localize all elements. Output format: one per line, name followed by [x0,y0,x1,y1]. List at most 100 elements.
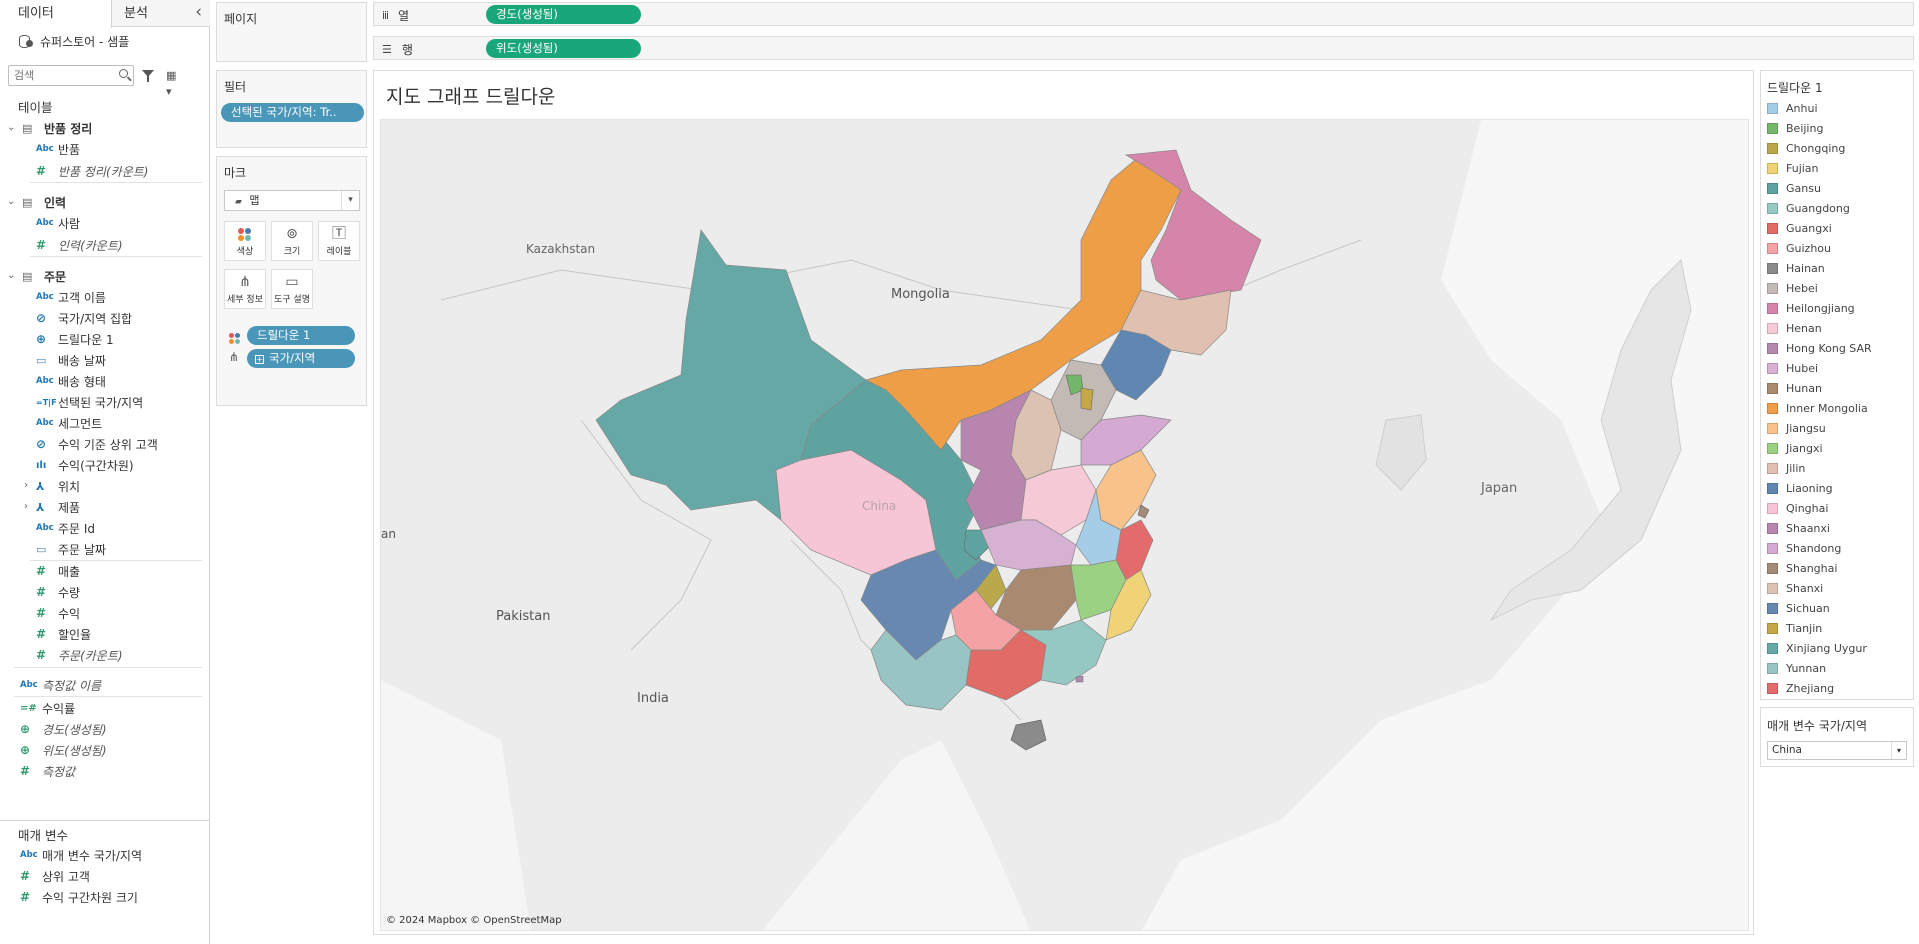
label-button[interactable]: 🅃 레이블 [318,221,360,261]
color-pill[interactable]: 드릴다운 1 [247,326,355,345]
field-item[interactable]: # 할인율 [36,627,92,642]
table-orders[interactable]: ▤ 주문 [22,269,67,284]
tab-data[interactable]: 데이터 [0,0,112,28]
size-button[interactable]: ⊚ 크기 [271,221,313,261]
province-hong-kong[interactable] [1075,675,1084,683]
legend-item[interactable]: Heilongjiang [1767,300,1855,316]
province-hunan[interactable] [995,564,1077,631]
legend-item[interactable]: Henan [1767,320,1822,336]
expand-caret-icon[interactable]: ⌄ [7,196,16,207]
field-item[interactable]: ⊘ 국가/지역 집합 [36,311,133,326]
legend-item[interactable]: Anhui [1767,100,1818,116]
province-shandong[interactable] [1080,414,1172,466]
field-item[interactable]: =T|F 선택된 국가/지역 [36,395,144,410]
collapse-pane-icon[interactable]: ‹ [195,2,202,22]
field-item[interactable]: ⅄ 제품 [36,500,81,515]
legend-item[interactable]: Jiangsu [1767,420,1826,436]
field-item[interactable]: Abc 배송 형태 [36,374,106,389]
field-item[interactable]: ⅄ 위치 [36,479,81,494]
detail-button[interactable]: ⋔ 세부 정보 [224,269,266,309]
province-xinjiang[interactable] [595,229,867,521]
detail-pill[interactable]: + 국가/지역 [247,349,355,368]
field-item[interactable]: # 수익 [36,606,81,621]
field-item[interactable]: ⊕ 드릴다운 1 [36,332,114,347]
province-hubei[interactable] [980,519,1077,571]
field-search-box[interactable] [8,65,134,86]
field-search-input[interactable] [9,66,109,85]
filter-pill[interactable]: 선택된 국가/지역: Tr.. [221,103,364,122]
color-button[interactable]: 색상 [224,221,266,261]
legend-item[interactable]: Shaanxi [1767,520,1830,536]
expand-caret-icon[interactable]: ⌄ [7,122,16,133]
field-item[interactable]: Abc 반품 [36,142,81,157]
legend-item[interactable]: Guizhou [1767,240,1831,256]
view-options-icon[interactable]: ▦ ▾ [166,69,177,98]
field-item[interactable]: ⊘ 수익 기준 상위 고객 [36,437,158,452]
longitude-pill[interactable]: 경도(생성됨) [486,5,641,24]
legend-item[interactable]: Hong Kong SAR [1767,340,1872,356]
legend-item[interactable]: Jiangxi [1767,440,1823,456]
filter-fields-icon[interactable] [140,68,158,84]
legend-item[interactable]: Inner Mongolia [1767,400,1868,416]
map-canvas[interactable]: Kazakhstan Mongolia China Japan Pakistan… [380,119,1749,931]
legend-item[interactable]: Shandong [1767,540,1841,556]
tab-analytics[interactable]: 분석 [124,6,148,21]
expand-caret-icon[interactable]: › [24,501,28,512]
province-hainan[interactable] [1010,719,1047,751]
legend-item[interactable]: Tianjin [1767,620,1822,636]
legend-item[interactable]: Zhejiang [1767,680,1834,696]
rows-shelf[interactable]: ☰ 행 위도(생성됨) [373,36,1914,60]
legend-item[interactable]: Hebei [1767,280,1818,296]
expand-caret-icon[interactable]: ⌄ [7,270,16,281]
legend-item[interactable]: Jilin [1767,460,1805,476]
parameter-item[interactable]: # 수익 구간차원 크기 [20,890,138,905]
legend-item[interactable]: Sichuan [1767,600,1830,616]
legend-item[interactable]: Hubei [1767,360,1818,376]
pages-card[interactable]: 페이지 [216,2,367,62]
field-item[interactable]: Abc 주문 Id [36,521,96,536]
tooltip-button[interactable]: ▭ 도구 설명 [271,269,313,309]
field-item[interactable]: # 측정값 [20,764,76,779]
legend-item[interactable]: Guangdong [1767,200,1850,216]
field-item[interactable]: ⊕ 경도(생성됨) [20,722,107,737]
field-item[interactable]: # 주문(카운트) [36,648,123,663]
field-item[interactable]: # 인력(카운트) [36,238,123,253]
field-item[interactable]: ılı 수익(구간차원) [36,458,134,473]
legend-item[interactable]: Hunan [1767,380,1822,396]
province-inner-mongolia[interactable] [865,154,1182,451]
parameter-item[interactable]: Abc 매개 변수 국가/지역 [20,848,142,863]
latitude-pill[interactable]: 위도(생성됨) [486,39,641,58]
field-item[interactable]: # 반품 정리(카운트) [36,164,149,179]
field-item[interactable]: # 수량 [36,585,81,600]
province-tianjin[interactable] [1080,387,1094,411]
field-item[interactable]: # 매출 [36,564,81,579]
legend-item[interactable]: Chongqing [1767,140,1845,156]
legend-item[interactable]: Shanghai [1767,560,1837,576]
legend-item[interactable]: Xinjiang Uygur [1767,640,1867,656]
legend-item[interactable]: Fujian [1767,160,1819,176]
province-guangdong[interactable] [1019,619,1107,686]
table-people[interactable]: ▤ 인력 [22,195,67,210]
mark-type-dropdown[interactable]: ▰ 맵 ▾ [224,190,360,211]
field-item[interactable]: Abc 사람 [36,216,81,231]
expand-caret-icon[interactable]: › [24,480,28,491]
legend-item[interactable]: Yunnan [1767,660,1826,676]
legend-item[interactable]: Hainan [1767,260,1825,276]
field-item[interactable]: Abc 고객 이름 [36,290,106,305]
columns-shelf[interactable]: ⅲ 열 경도(생성됨) [373,2,1914,26]
datasource-row[interactable]: 슈퍼스토어 - 샘플 [18,32,129,50]
field-item[interactable]: ⊕ 위도(생성됨) [20,743,107,758]
legend-item[interactable]: Qinghai [1767,500,1828,516]
parameter-dropdown[interactable]: China ▾ [1767,741,1907,760]
field-item[interactable]: =# 수익률 [20,701,76,716]
legend-item[interactable]: Guangxi [1767,220,1832,236]
field-item[interactable]: Abc 세그먼트 [36,416,103,431]
filters-card[interactable]: 필터 선택된 국가/지역: Tr.. [216,70,367,148]
field-item[interactable]: ▭ 배송 날짜 [36,353,106,368]
legend-item[interactable]: Gansu [1767,180,1821,196]
measure-names-field[interactable]: Abc 측정값 이름 [20,678,102,693]
province-shanghai[interactable] [1137,504,1150,519]
field-item[interactable]: ▭ 주문 날짜 [36,542,106,557]
table-returns[interactable]: ▤ 반품 정리 [22,121,93,136]
legend-item[interactable]: Beijing [1767,120,1823,136]
